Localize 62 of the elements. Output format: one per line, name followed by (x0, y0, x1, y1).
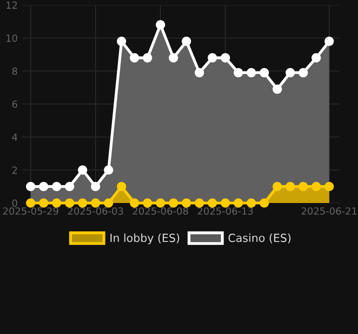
point (208, 53, 218, 62)
point (130, 53, 140, 62)
point (104, 198, 114, 208)
point (64, 182, 74, 192)
legend-label: In lobby (ES) (110, 233, 180, 244)
point (78, 198, 88, 208)
point (260, 68, 269, 78)
point (116, 36, 126, 46)
point (142, 53, 152, 62)
point (286, 182, 295, 192)
point (116, 182, 126, 192)
point (234, 68, 243, 78)
point (26, 182, 36, 192)
point (52, 182, 62, 192)
point (324, 36, 334, 46)
point (182, 36, 192, 46)
point (234, 198, 243, 208)
point (324, 182, 334, 192)
point (38, 182, 48, 192)
y-tick-label: 4 (12, 134, 18, 141)
x-tick-label: 2025-06-13 (198, 207, 253, 215)
point (78, 165, 88, 175)
x-tick-label: 2025-06-21 (302, 207, 357, 215)
point (52, 198, 62, 208)
point (90, 198, 100, 208)
point (272, 84, 282, 94)
y-tick-label: 2 (12, 166, 17, 174)
point (220, 198, 230, 208)
point (246, 68, 256, 78)
point (220, 53, 230, 62)
point (260, 198, 269, 208)
point (90, 182, 100, 192)
point (208, 198, 218, 208)
point (156, 198, 166, 208)
point (246, 198, 256, 208)
point (298, 182, 308, 192)
point (194, 198, 204, 208)
x-tick-label: 2025-05-29 (3, 207, 58, 215)
point (26, 198, 36, 208)
point (286, 68, 295, 78)
point (312, 182, 321, 192)
point (38, 198, 48, 208)
point (298, 68, 308, 78)
point (182, 198, 192, 208)
point (168, 53, 178, 62)
point (156, 20, 166, 30)
y-tick-label: 0 (12, 199, 18, 207)
point (168, 198, 178, 208)
y-tick-label: 12 (6, 1, 17, 9)
point (64, 198, 74, 208)
y-tick-label: 8 (12, 67, 18, 75)
x-tick-label: 2025-06-03 (68, 207, 124, 215)
point (104, 165, 114, 175)
y-tick-label: 6 (12, 100, 18, 108)
point (272, 182, 282, 192)
point (194, 68, 204, 78)
point (142, 198, 152, 208)
x-tick-label: 2025-06-08 (132, 207, 188, 215)
point (312, 53, 321, 62)
point (130, 198, 140, 208)
y-tick-label: 10 (6, 34, 18, 42)
legend-label: Casino (ES) (228, 233, 291, 244)
